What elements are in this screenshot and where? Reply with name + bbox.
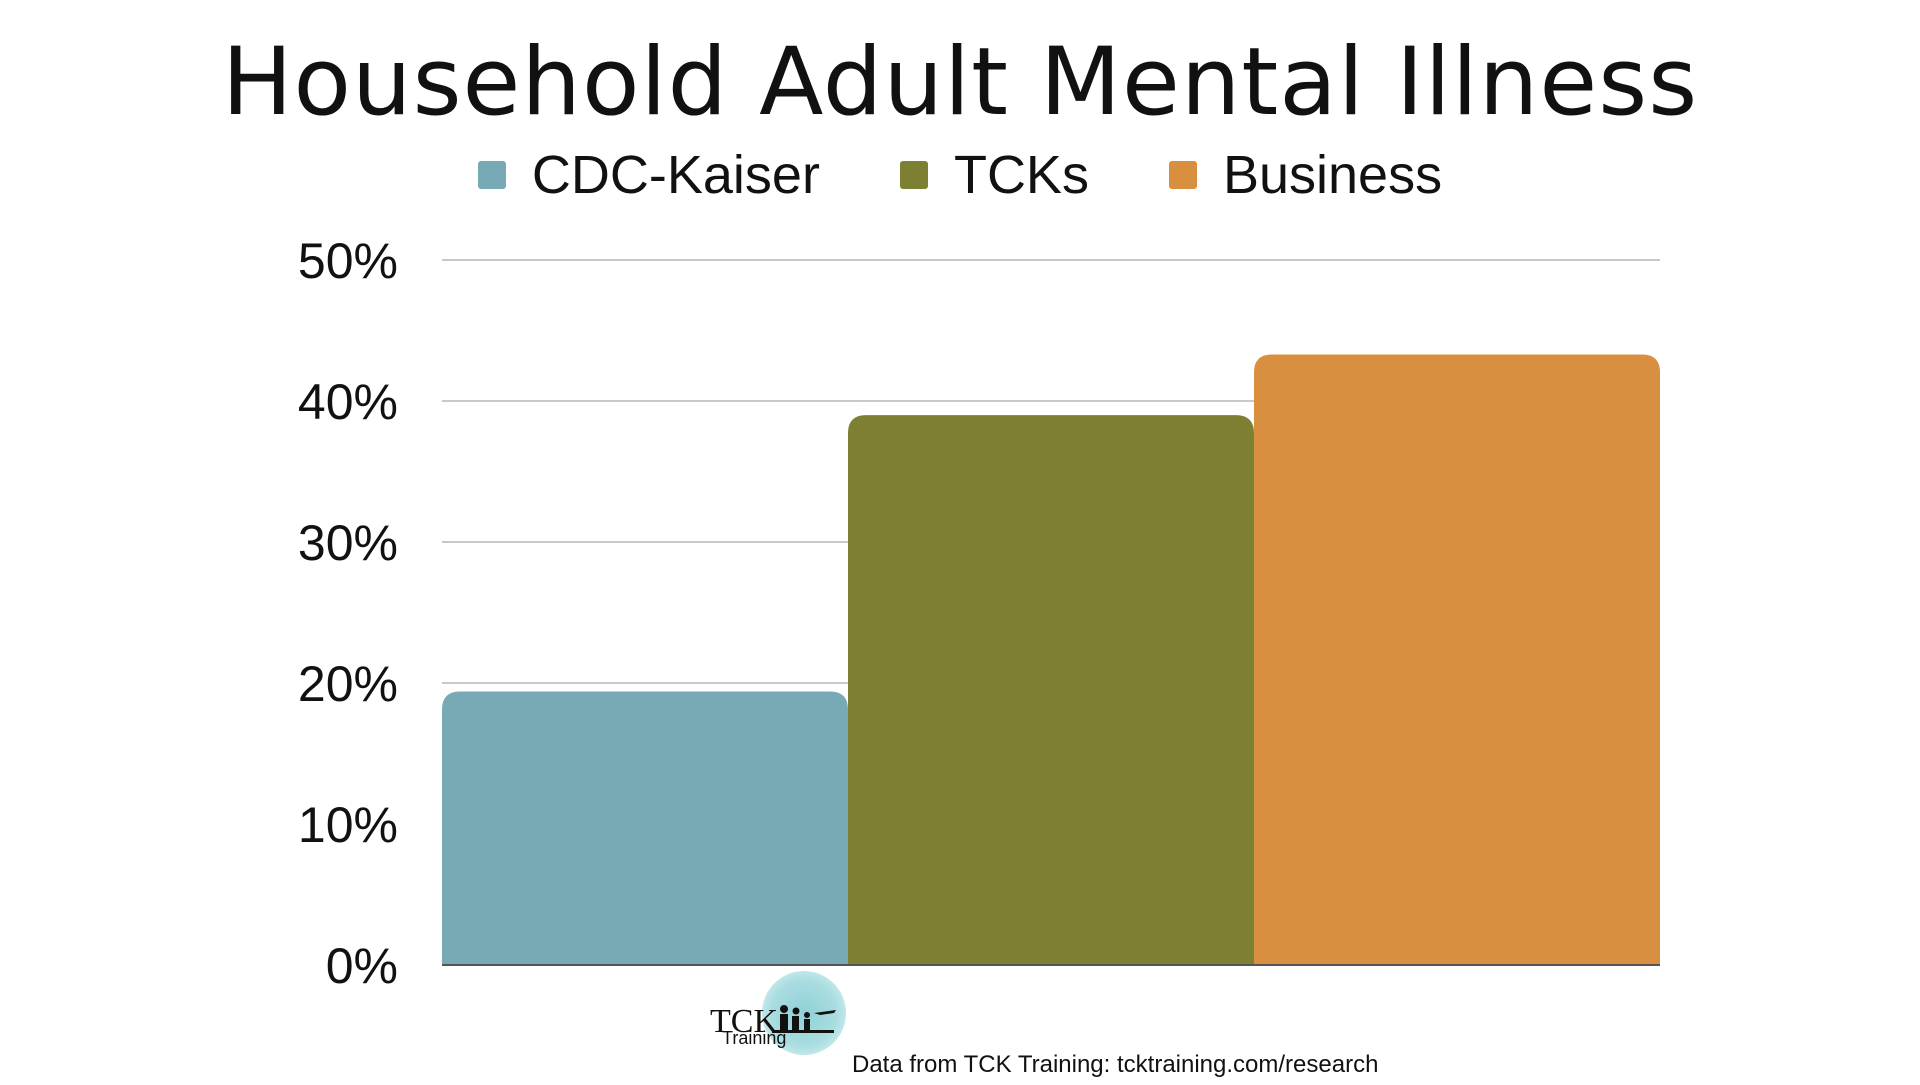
source-note: Data from TCK Training: tcktraining.com/… [852,1051,1379,1078]
chart-title: Household Adult Mental Illness [221,28,1699,137]
bar-tcks [848,415,1254,966]
legend-label: TCKs [953,145,1089,205]
legend-label: CDC-Kaiser [531,145,820,205]
y-tick-label: 50% [298,233,398,289]
y-tick-label: 40% [298,374,398,430]
bar-business [1254,354,1660,966]
legend-swatch [477,161,506,189]
logo-text-tck: TCK [710,1003,778,1040]
legend-item: TCKs [899,144,1089,206]
legend: CDC-Kaiser TCKs Business [0,140,1920,210]
y-tick-label: 0% [326,938,398,994]
legend-item: Business [1168,144,1443,206]
legend-label: Business [1222,145,1443,205]
y-tick-label: 10% [298,797,398,853]
family-icon [772,1005,836,1033]
footer: TCK Training Data from TCK Training: tck… [700,971,1379,1080]
bar-cdc-kaiser [442,691,848,965]
logo-text-training: Training [722,1028,787,1048]
legend-swatch [1168,161,1197,189]
legend-item: CDC-Kaiser [477,144,820,206]
y-tick-label: 20% [298,656,398,712]
legend-swatch [899,161,928,189]
tck-training-logo: TCK Training [700,971,850,1085]
y-tick-label: 30% [298,515,398,571]
